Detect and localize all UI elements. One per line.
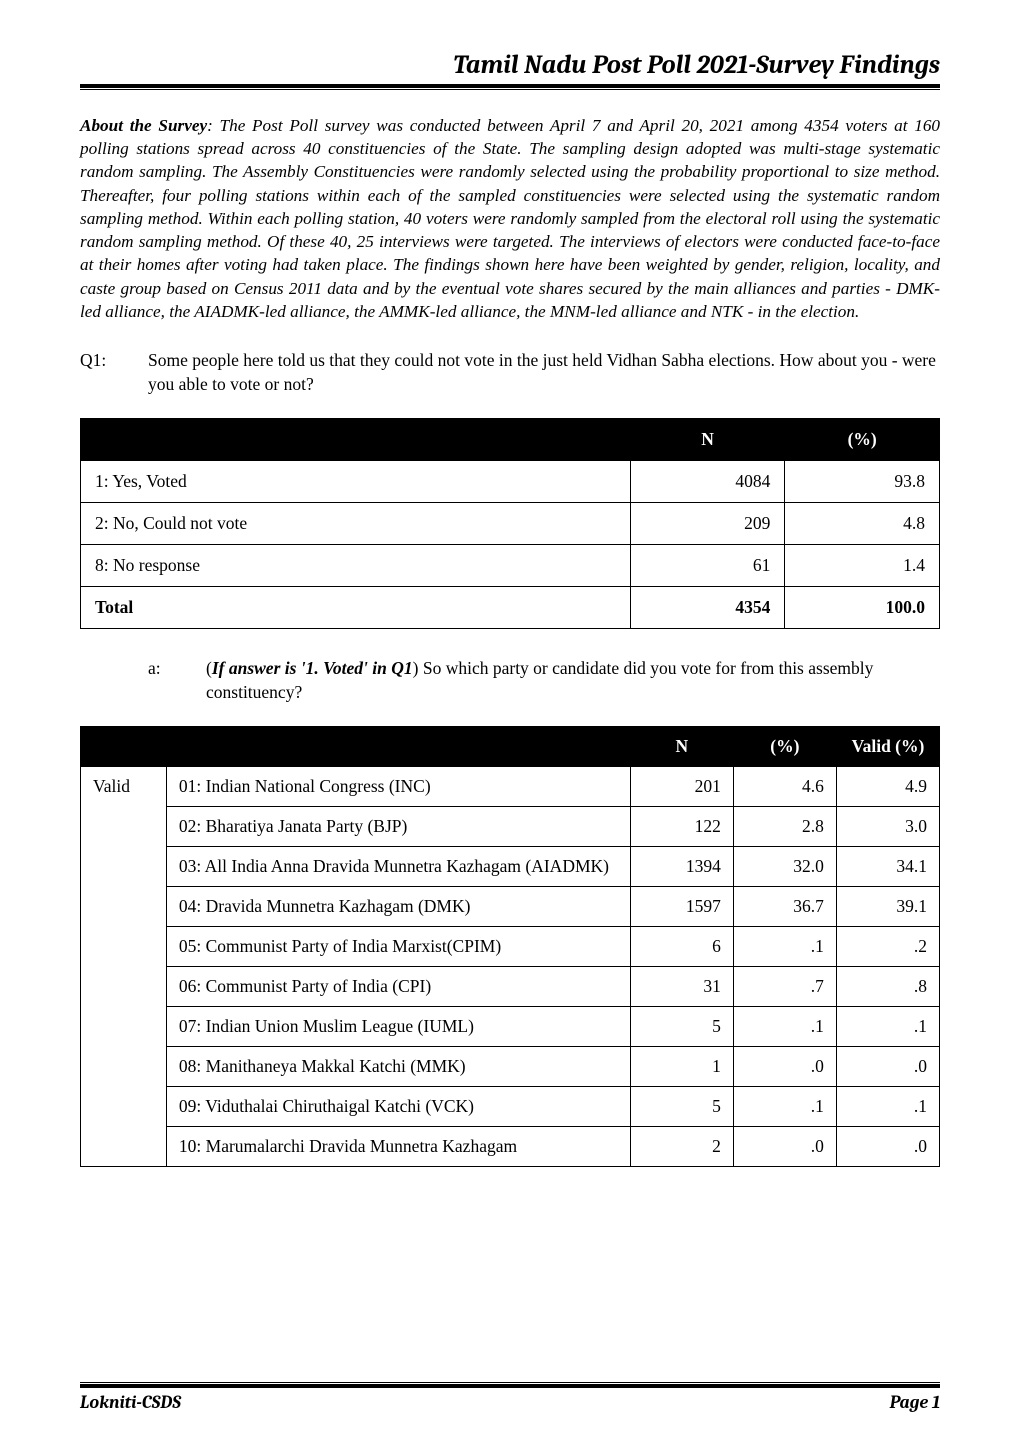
row-valid: 4.9 (836, 767, 939, 807)
footer-rule-thin (80, 1382, 940, 1383)
table-row: Valid 01: Indian National Congress (INC)… (81, 767, 940, 807)
row-valid: .0 (836, 1127, 939, 1167)
row-n: 209 (630, 503, 785, 545)
row-n: 5 (630, 1007, 733, 1047)
row-n: 61 (630, 545, 785, 587)
table-header-pct: (%) (785, 419, 940, 461)
header-rule (80, 84, 940, 88)
row-label: 07: Indian Union Muslim League (IUML) (166, 1007, 630, 1047)
page-title: Tamil Nadu Post Poll 2021-Survey Finding… (80, 50, 940, 80)
row-pct: 4.6 (733, 767, 836, 807)
table-header-valid: Valid (%) (836, 727, 939, 767)
table-row: 03: All India Anna Dravida Munnetra Kazh… (81, 847, 940, 887)
total-n: 4354 (630, 587, 785, 629)
row-label: 8: No response (81, 545, 631, 587)
header-rule-thin (80, 89, 940, 90)
row-valid: 34.1 (836, 847, 939, 887)
row-pct: .0 (733, 1047, 836, 1087)
table-header-row: N (%) (81, 419, 940, 461)
row-n: 2 (630, 1127, 733, 1167)
about-text: : The Post Poll survey was conducted bet… (80, 116, 940, 321)
q1-text: Some people here told us that they could… (148, 349, 940, 396)
row-label: 04: Dravida Munnetra Kazhagam (DMK) (166, 887, 630, 927)
question-q1: Q1: Some people here told us that they c… (80, 349, 940, 396)
row-label: 06: Communist Party of India (CPI) (166, 967, 630, 1007)
table-row: 09: Viduthalai Chiruthaigal Katchi (VCK)… (81, 1087, 940, 1127)
row-pct: 36.7 (733, 887, 836, 927)
table-row: 04: Dravida Munnetra Kazhagam (DMK) 1597… (81, 887, 940, 927)
page-footer: Lokniti-CSDS Page 1 (80, 1382, 940, 1413)
row-n: 122 (630, 807, 733, 847)
row-n: 1597 (630, 887, 733, 927)
footer-rule-thick (80, 1384, 940, 1388)
row-label: 09: Viduthalai Chiruthaigal Katchi (VCK) (166, 1087, 630, 1127)
footer-right: Page 1 (890, 1392, 940, 1413)
row-pct: 2.8 (733, 807, 836, 847)
row-valid: .1 (836, 1007, 939, 1047)
row-label: 05: Communist Party of India Marxist(CPI… (166, 927, 630, 967)
q1-label: Q1: (80, 349, 148, 396)
sub-question-a: a: (If answer is '1. Voted' in Q1) So wh… (148, 657, 940, 704)
row-pct: .1 (733, 1087, 836, 1127)
about-paragraph: About the Survey: The Post Poll survey w… (80, 114, 940, 323)
row-n: 4084 (630, 461, 785, 503)
row-n: 1394 (630, 847, 733, 887)
table-row: 1: Yes, Voted 4084 93.8 (81, 461, 940, 503)
row-pct: 32.0 (733, 847, 836, 887)
row-label: 03: All India Anna Dravida Munnetra Kazh… (166, 847, 630, 887)
table-header-blank (81, 727, 167, 767)
table-row: 05: Communist Party of India Marxist(CPI… (81, 927, 940, 967)
row-valid: .0 (836, 1047, 939, 1087)
row-pct: 93.8 (785, 461, 940, 503)
table-row: 8: No response 61 1.4 (81, 545, 940, 587)
total-pct: 100.0 (785, 587, 940, 629)
table-header-blank (81, 419, 631, 461)
table-header-row: N (%) Valid (%) (81, 727, 940, 767)
row-n: 6 (630, 927, 733, 967)
row-valid: 39.1 (836, 887, 939, 927)
table-row: 08: Manithaneya Makkal Katchi (MMK) 1 .0… (81, 1047, 940, 1087)
row-pct: .7 (733, 967, 836, 1007)
row-pct: 4.8 (785, 503, 940, 545)
table-header-n: N (630, 419, 785, 461)
total-label: Total (81, 587, 631, 629)
table-header-blank (166, 727, 630, 767)
row-pct: 1.4 (785, 545, 940, 587)
table-row: 10: Marumalarchi Dravida Munnetra Kazhag… (81, 1127, 940, 1167)
row-label: 01: Indian National Congress (INC) (166, 767, 630, 807)
about-lead: About the Survey (80, 116, 207, 135)
row-label: 08: Manithaneya Makkal Katchi (MMK) (166, 1047, 630, 1087)
sub-a-text: (If answer is '1. Voted' in Q1) So which… (206, 657, 940, 704)
table-row: 2: No, Could not vote 209 4.8 (81, 503, 940, 545)
row-valid: .1 (836, 1087, 939, 1127)
table-row: 07: Indian Union Muslim League (IUML) 5 … (81, 1007, 940, 1047)
table-total-row: Total 4354 100.0 (81, 587, 940, 629)
table-header-n: N (630, 727, 733, 767)
row-valid: .2 (836, 927, 939, 967)
row-valid: 3.0 (836, 807, 939, 847)
row-pct: .0 (733, 1127, 836, 1167)
row-valid: .8 (836, 967, 939, 1007)
table-row: 06: Communist Party of India (CPI) 31 .7… (81, 967, 940, 1007)
row-pct: .1 (733, 927, 836, 967)
row-n: 1 (630, 1047, 733, 1087)
table-row: 02: Bharatiya Janata Party (BJP) 122 2.8… (81, 807, 940, 847)
row-label: 1: Yes, Voted (81, 461, 631, 503)
row-n: 201 (630, 767, 733, 807)
row-n: 31 (630, 967, 733, 1007)
row-n: 5 (630, 1087, 733, 1127)
row-label: 02: Bharatiya Janata Party (BJP) (166, 807, 630, 847)
footer-left: Lokniti-CSDS (80, 1392, 181, 1413)
sub-a-bold: If answer is '1. Voted' in Q1 (212, 658, 413, 678)
category-label: Valid (81, 767, 167, 1167)
sub-a-label: a: (148, 657, 206, 704)
table-q1a: N (%) Valid (%) Valid 01: Indian Nationa… (80, 726, 940, 1167)
table-q1: N (%) 1: Yes, Voted 4084 93.8 2: No, Cou… (80, 418, 940, 629)
row-label: 10: Marumalarchi Dravida Munnetra Kazhag… (166, 1127, 630, 1167)
row-pct: .1 (733, 1007, 836, 1047)
table-header-pct: (%) (733, 727, 836, 767)
row-label: 2: No, Could not vote (81, 503, 631, 545)
